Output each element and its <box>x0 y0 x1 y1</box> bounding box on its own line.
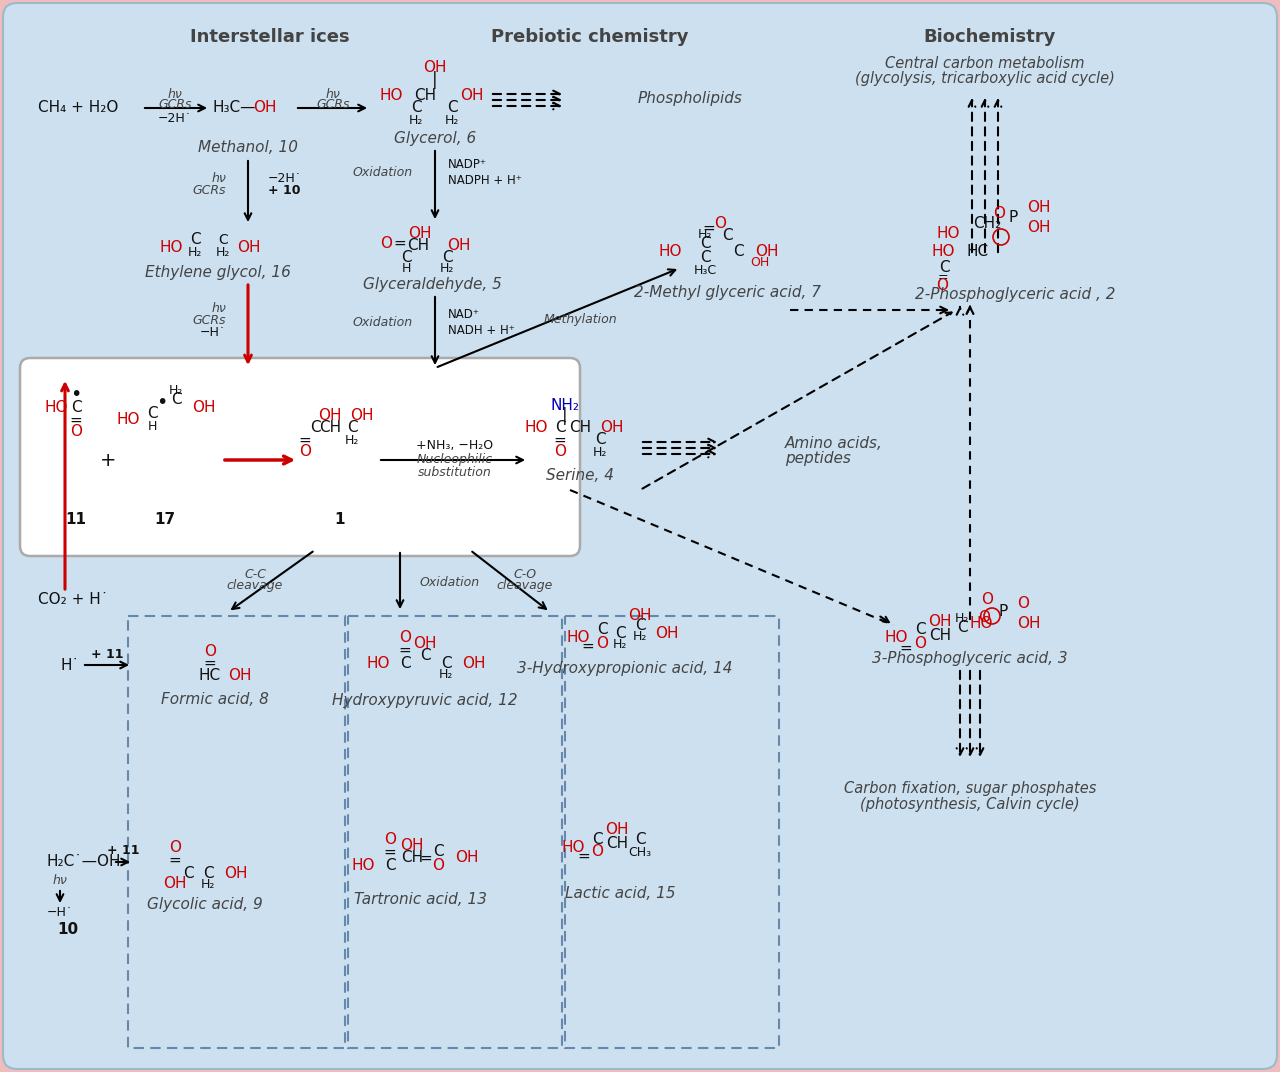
Text: hν: hν <box>168 88 183 101</box>
Text: C: C <box>411 101 421 116</box>
Text: GCRs: GCRs <box>192 183 227 196</box>
Text: cleavage: cleavage <box>497 579 553 592</box>
Text: NADPH + H⁺: NADPH + H⁺ <box>448 174 522 187</box>
Text: OH: OH <box>424 60 447 75</box>
Text: Central carbon metabolism: Central carbon metabolism <box>886 56 1084 71</box>
Text: Oxidation: Oxidation <box>420 576 480 589</box>
Text: =: = <box>420 850 433 865</box>
Text: HC: HC <box>198 669 221 684</box>
Text: O: O <box>596 636 608 651</box>
Text: OH: OH <box>628 608 652 623</box>
Text: −H˙: −H˙ <box>47 906 73 919</box>
Text: −2H˙: −2H˙ <box>268 172 302 184</box>
Text: HO: HO <box>160 240 183 255</box>
Text: NADH + H⁺: NADH + H⁺ <box>448 324 515 337</box>
Text: P: P <box>1009 210 1018 225</box>
Text: C: C <box>170 392 182 407</box>
Text: C: C <box>399 655 411 670</box>
Text: O: O <box>914 636 925 651</box>
Text: hν: hν <box>211 172 227 184</box>
Text: CH₄ + H₂O: CH₄ + H₂O <box>38 101 118 116</box>
Text: H: H <box>147 419 156 432</box>
Text: HO: HO <box>525 420 548 435</box>
Text: OH: OH <box>319 407 342 422</box>
Text: Lactic acid, 15: Lactic acid, 15 <box>564 885 676 900</box>
Text: O: O <box>204 644 216 659</box>
Text: C: C <box>722 227 732 242</box>
Text: HO: HO <box>366 655 390 670</box>
Text: 1: 1 <box>335 512 346 527</box>
Text: Nucleophilic: Nucleophilic <box>417 453 493 466</box>
Text: NAD⁺: NAD⁺ <box>448 309 480 322</box>
Text: OH: OH <box>750 255 769 268</box>
Text: C: C <box>635 833 645 848</box>
Text: C: C <box>147 405 157 420</box>
Text: cleavage: cleavage <box>227 579 283 592</box>
Text: hν: hν <box>211 301 227 314</box>
Text: HO: HO <box>352 858 375 873</box>
Text: OH: OH <box>460 88 484 103</box>
Text: OH: OH <box>164 877 187 892</box>
Text: OH: OH <box>755 244 778 259</box>
Text: (glycolysis, tricarboxylic acid cycle): (glycolysis, tricarboxylic acid cycle) <box>855 71 1115 86</box>
Text: Oxidation: Oxidation <box>353 315 413 328</box>
Text: OH: OH <box>605 822 628 837</box>
Text: Oxidation: Oxidation <box>353 166 413 179</box>
Text: H₂: H₂ <box>613 639 627 652</box>
Text: Ethylene glycol, 16: Ethylene glycol, 16 <box>145 265 291 280</box>
Text: H₂: H₂ <box>201 878 215 892</box>
Text: CO₂ + H˙: CO₂ + H˙ <box>38 593 109 608</box>
Text: 17: 17 <box>155 512 175 527</box>
Text: peptides: peptides <box>785 450 851 465</box>
Text: Tartronic acid, 13: Tartronic acid, 13 <box>353 893 486 908</box>
Text: substitution: substitution <box>419 466 492 479</box>
Text: =: = <box>384 845 397 860</box>
Text: Methanol, 10: Methanol, 10 <box>198 140 298 155</box>
Text: C: C <box>700 237 710 252</box>
Text: H₃C: H₃C <box>694 264 717 277</box>
Text: C: C <box>940 260 950 276</box>
Text: −2H˙: −2H˙ <box>157 111 192 124</box>
Text: CH: CH <box>929 627 951 642</box>
Text: •: • <box>70 386 82 404</box>
Text: HO: HO <box>379 88 403 103</box>
Text: |: | <box>433 71 438 89</box>
Text: O: O <box>433 858 444 873</box>
Text: HO: HO <box>969 615 993 630</box>
Text: H₂: H₂ <box>439 669 453 682</box>
Text: Prebiotic chemistry: Prebiotic chemistry <box>492 28 689 46</box>
Text: Glycolic acid, 9: Glycolic acid, 9 <box>147 897 262 912</box>
Text: CH: CH <box>401 850 424 865</box>
Text: C: C <box>595 432 605 447</box>
Text: H₂: H₂ <box>216 245 230 258</box>
Text: Formic acid, 8: Formic acid, 8 <box>161 693 269 708</box>
Text: CH: CH <box>605 835 628 850</box>
Text: C: C <box>70 401 82 416</box>
Text: CH: CH <box>407 238 429 253</box>
Text: O: O <box>1018 596 1029 610</box>
Text: Serine, 4: Serine, 4 <box>547 467 614 482</box>
Text: NADP⁺: NADP⁺ <box>448 159 486 172</box>
Text: H₃C—: H₃C— <box>212 101 256 116</box>
Text: OH: OH <box>462 655 485 670</box>
Text: O: O <box>591 845 603 860</box>
Text: Amino acids,: Amino acids, <box>785 435 883 450</box>
Text: HO: HO <box>937 225 960 240</box>
Text: GCRs: GCRs <box>159 99 192 111</box>
Text: + 10: + 10 <box>268 183 301 196</box>
Text: C: C <box>218 233 228 247</box>
Text: C: C <box>956 621 968 636</box>
Text: OH: OH <box>237 240 261 255</box>
Text: =: = <box>393 236 406 251</box>
Text: =: = <box>298 432 311 447</box>
FancyBboxPatch shape <box>3 3 1277 1069</box>
Text: OH: OH <box>401 837 424 852</box>
Text: OH: OH <box>408 225 431 240</box>
Text: H₂: H₂ <box>188 245 202 258</box>
Text: OH: OH <box>928 614 952 629</box>
Text: 3-Hydroxypropionic acid, 14: 3-Hydroxypropionic acid, 14 <box>517 660 732 675</box>
Text: 11: 11 <box>65 512 87 527</box>
Text: hν: hν <box>52 874 68 887</box>
Text: O: O <box>936 279 948 294</box>
